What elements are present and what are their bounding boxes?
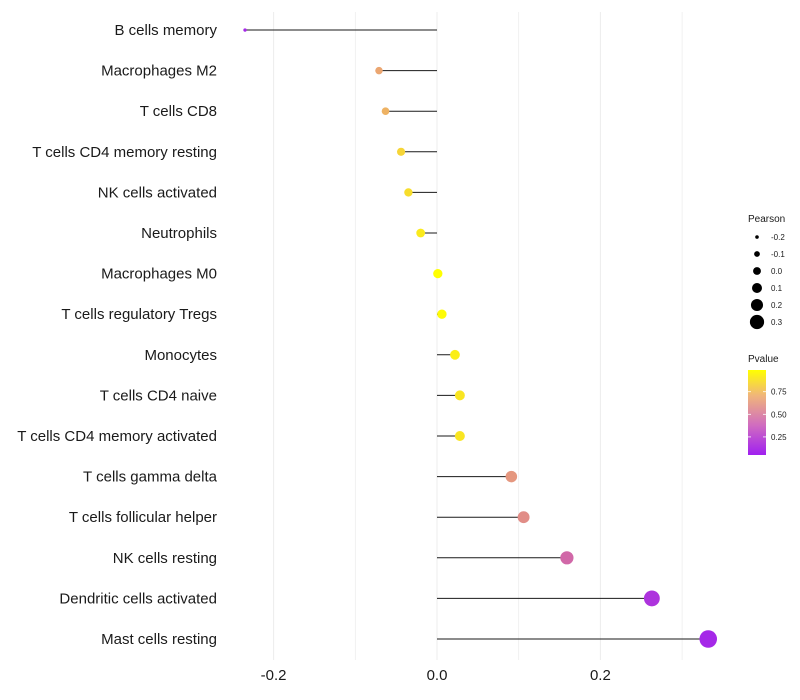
category-label: T cells gamma delta bbox=[83, 469, 218, 486]
color-legend-bar bbox=[748, 370, 766, 455]
category-label: Neutrophils bbox=[141, 225, 217, 242]
size-legend-key bbox=[749, 314, 765, 330]
category-label: NK cells activated bbox=[98, 184, 217, 201]
lollipop-point bbox=[416, 228, 426, 238]
category-label: T cells CD4 memory activated bbox=[17, 428, 217, 445]
lollipop-point bbox=[505, 470, 518, 483]
size-legend-label: 0.2 bbox=[771, 301, 783, 310]
lollipop-point bbox=[450, 349, 460, 360]
x-tick-label: -0.2 bbox=[261, 667, 287, 684]
lollipop-point bbox=[643, 590, 660, 607]
size-legend-key bbox=[750, 298, 764, 312]
lollipop-point bbox=[433, 268, 443, 279]
size-legend-label: 0.3 bbox=[771, 318, 783, 327]
category-label: Macrophages M2 bbox=[101, 63, 217, 80]
lollipop-point bbox=[560, 551, 574, 565]
category-label: Mast cells resting bbox=[101, 631, 217, 648]
size-legend-title: Pearson bbox=[748, 214, 785, 225]
x-tick-label: 0.0 bbox=[427, 667, 448, 684]
lollipop-point bbox=[396, 147, 406, 156]
category-label: B cells memory bbox=[114, 22, 217, 39]
size-legend-key bbox=[754, 251, 760, 257]
size-legend-label: 0.1 bbox=[771, 284, 783, 293]
lollipop-point bbox=[375, 66, 383, 75]
color-legend-label: 0.50 bbox=[771, 410, 787, 419]
lollipop-point bbox=[404, 188, 413, 197]
category-label: Macrophages M0 bbox=[101, 266, 217, 283]
size-legend-key bbox=[753, 267, 761, 275]
lollipop-point bbox=[454, 431, 465, 441]
size-legend-label: -0.1 bbox=[771, 250, 785, 259]
lollipop-point bbox=[437, 309, 447, 319]
lollipop-point bbox=[381, 107, 390, 116]
color-legend-label: 0.75 bbox=[771, 388, 787, 397]
size-legend-key bbox=[752, 283, 762, 293]
category-label: T cells CD4 naive bbox=[100, 387, 217, 404]
color-legend-title: Pvalue bbox=[748, 354, 779, 365]
lollipop-point bbox=[454, 390, 465, 401]
category-label: T cells regulatory Tregs bbox=[61, 306, 217, 323]
color-legend-label: 0.25 bbox=[771, 433, 787, 442]
x-tick-label: 0.2 bbox=[590, 667, 611, 684]
category-label: Monocytes bbox=[144, 347, 217, 364]
lollipop-point bbox=[699, 630, 718, 648]
category-label: T cells CD4 memory resting bbox=[32, 144, 217, 161]
size-legend-label: -0.2 bbox=[771, 233, 785, 242]
lollipop-point bbox=[243, 28, 247, 32]
size-legend-label: 0.0 bbox=[771, 267, 783, 276]
category-label: NK cells resting bbox=[113, 550, 217, 567]
category-label: T cells follicular helper bbox=[69, 509, 217, 526]
category-label: T cells CD8 bbox=[140, 103, 217, 120]
lollipop-point bbox=[517, 511, 530, 524]
size-legend-key bbox=[755, 235, 759, 239]
category-label: Dendritic cells activated bbox=[59, 590, 217, 607]
